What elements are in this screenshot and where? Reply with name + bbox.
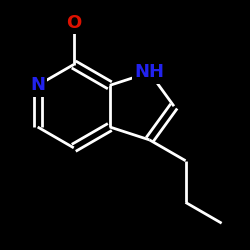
Text: O: O bbox=[66, 14, 81, 32]
Text: NH: NH bbox=[134, 64, 164, 82]
Text: N: N bbox=[30, 76, 45, 94]
